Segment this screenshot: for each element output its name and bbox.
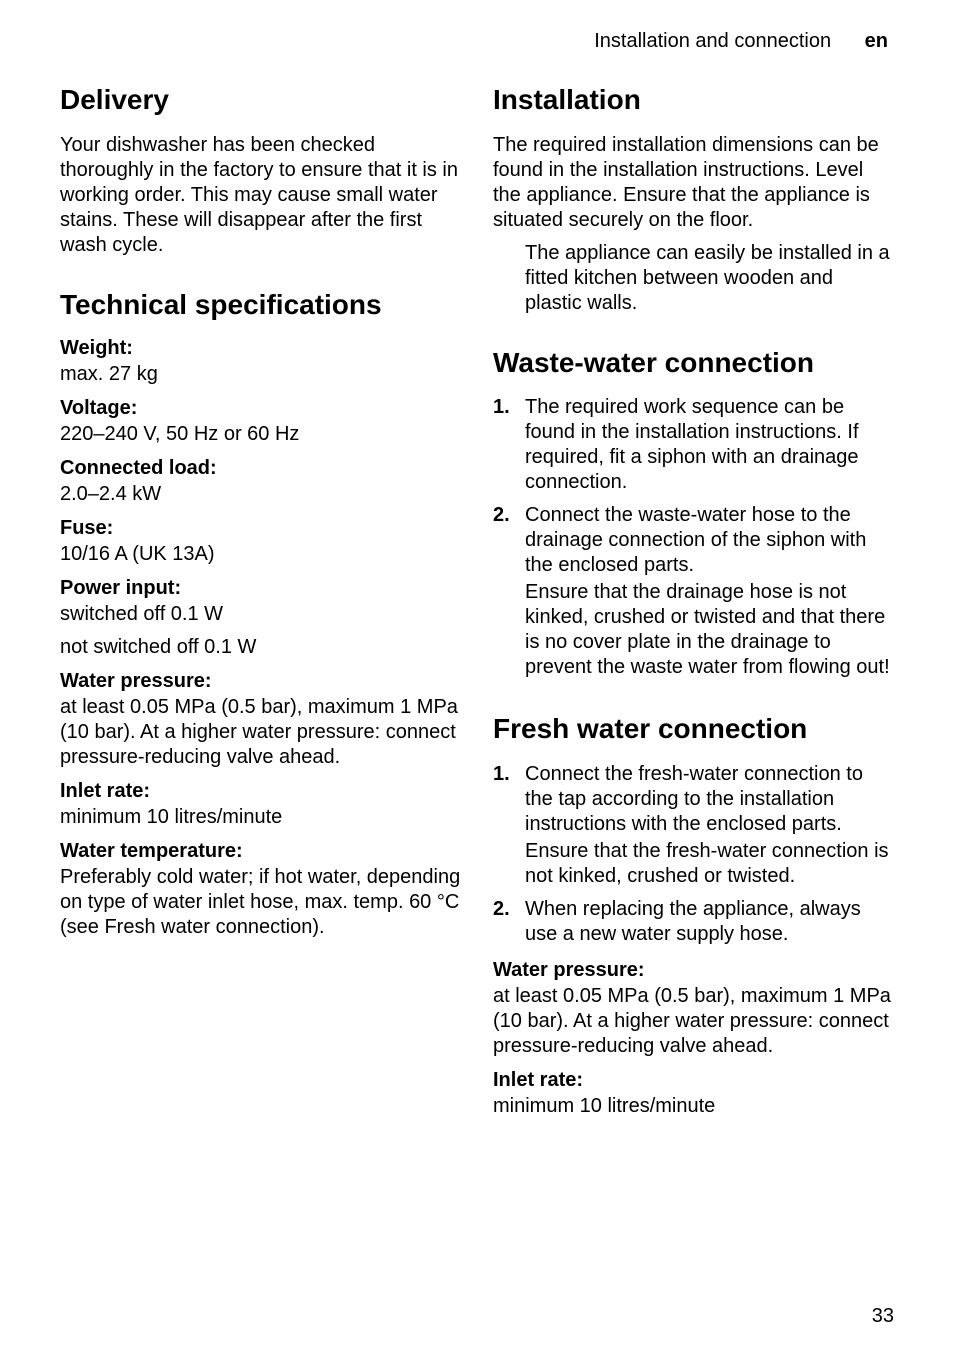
list-number: 1 bbox=[493, 762, 525, 891]
installation-heading: Installation bbox=[493, 83, 894, 117]
page: Installation and connection en Delivery … bbox=[0, 0, 954, 1354]
waste-item-2-text-a: Connect the waste-water hose to the drai… bbox=[525, 503, 894, 578]
spec-fuse-value: 10/16 A (UK 13A) bbox=[60, 542, 461, 567]
page-number: 33 bbox=[872, 1305, 894, 1328]
spec-power-value-b: not switched off 0.1 W bbox=[60, 635, 461, 660]
left-column: Delivery Your dishwasher has been checke… bbox=[60, 77, 461, 1127]
spec-waterpressure-value: at least 0.05 MPa (0.5 bar), maximum 1 M… bbox=[60, 695, 461, 770]
header-lang: en bbox=[865, 30, 888, 52]
delivery-body: Your dishwasher has been checked thoroug… bbox=[60, 133, 461, 258]
fresh-inlet-value: minimum 10 litres/minute bbox=[493, 1094, 894, 1119]
list-item-body: The required work sequence can be found … bbox=[525, 395, 894, 497]
delivery-heading: Delivery bbox=[60, 83, 461, 117]
spec-voltage-label: Voltage: bbox=[60, 397, 461, 420]
list-item-body: Connect the fresh-water connection to th… bbox=[525, 762, 894, 891]
fresh-waterpressure-label: Water pressure: bbox=[493, 959, 894, 982]
fresh-item-1-text-a: Connect the fresh-water connection to th… bbox=[525, 762, 894, 837]
page-header: Installation and connection en bbox=[60, 30, 894, 53]
spec-power-label: Power input: bbox=[60, 577, 461, 600]
spec-watertemp-label: Water temperature: bbox=[60, 840, 461, 863]
columns: Delivery Your dishwasher has been checke… bbox=[60, 77, 894, 1127]
waste-item-2-text-b: Ensure that the drainage hose is not kin… bbox=[525, 580, 894, 680]
waste-item-1-text: The required work sequence can be found … bbox=[525, 395, 894, 495]
installation-note: The appliance can easily be installed in… bbox=[493, 241, 894, 316]
spec-fuse-label: Fuse: bbox=[60, 517, 461, 540]
list-item-body: When replacing the appliance, always use… bbox=[525, 897, 894, 949]
header-section-name: Installation and connection bbox=[594, 30, 831, 52]
spec-load-value: 2.0–2.4 kW bbox=[60, 482, 461, 507]
spec-voltage-value: 220–240 V, 50 Hz or 60 Hz bbox=[60, 422, 461, 447]
installation-body: The required installation dimensions can… bbox=[493, 133, 894, 233]
list-item-body: Connect the waste-water hose to the drai… bbox=[525, 503, 894, 682]
fresh-waterpressure-value: at least 0.05 MPa (0.5 bar), maximum 1 M… bbox=[493, 984, 894, 1059]
spec-power-value-a: switched off 0.1 W bbox=[60, 602, 461, 627]
spec-weight-value: max. 27 kg bbox=[60, 362, 461, 387]
list-number: 2 bbox=[493, 897, 525, 949]
waste-list: 1 The required work sequence can be foun… bbox=[493, 395, 894, 682]
tech-spec-heading: Technical specifications bbox=[60, 288, 461, 322]
list-number: 1 bbox=[493, 395, 525, 497]
right-column: Installation The required installation d… bbox=[493, 77, 894, 1127]
waste-item-2: 2 Connect the waste-water hose to the dr… bbox=[493, 503, 894, 682]
waste-item-1: 1 The required work sequence can be foun… bbox=[493, 395, 894, 497]
spec-load-label: Connected load: bbox=[60, 457, 461, 480]
spec-watertemp-value: Preferably cold water; if hot water, dep… bbox=[60, 865, 461, 940]
waste-heading: Waste-water connection bbox=[493, 346, 894, 380]
spec-waterpressure-label: Water pressure: bbox=[60, 670, 461, 693]
fresh-heading: Fresh water connection bbox=[493, 712, 894, 746]
fresh-item-2-text: When replacing the appliance, always use… bbox=[525, 897, 894, 947]
fresh-item-2: 2 When replacing the appliance, always u… bbox=[493, 897, 894, 949]
fresh-list: 1 Connect the fresh-water connection to … bbox=[493, 762, 894, 949]
spec-inlet-value: minimum 10 litres/minute bbox=[60, 805, 461, 830]
spec-inlet-label: Inlet rate: bbox=[60, 780, 461, 803]
spec-weight-label: Weight: bbox=[60, 337, 461, 360]
fresh-inlet-label: Inlet rate: bbox=[493, 1069, 894, 1092]
fresh-item-1: 1 Connect the fresh-water connection to … bbox=[493, 762, 894, 891]
list-number: 2 bbox=[493, 503, 525, 682]
fresh-item-1-text-b: Ensure that the fresh-water connection i… bbox=[525, 839, 894, 889]
